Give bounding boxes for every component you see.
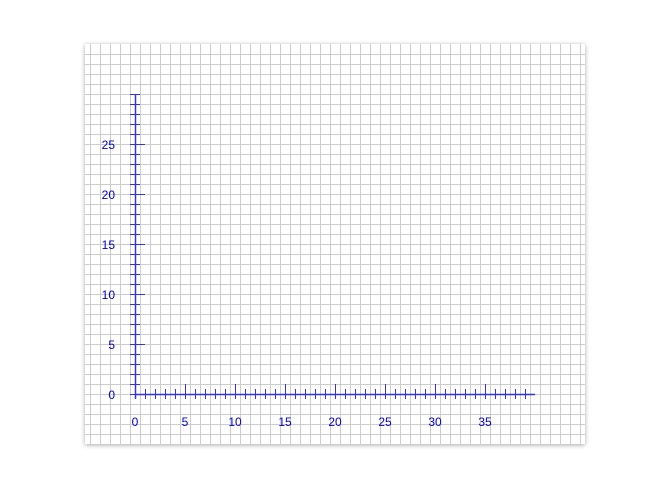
x-tick-label: 0 <box>132 415 139 429</box>
x-tick-label: 20 <box>328 415 342 429</box>
grid <box>85 44 585 444</box>
x-tick-label: 35 <box>478 415 492 429</box>
y-tick-label: 20 <box>102 188 116 202</box>
y-tick-label: 0 <box>108 388 115 402</box>
y-tick-label: 15 <box>102 238 116 252</box>
x-tick-label: 25 <box>378 415 392 429</box>
x-tick-label: 15 <box>278 415 292 429</box>
y-tick-label: 10 <box>102 288 116 302</box>
y-tick-label: 25 <box>102 138 116 152</box>
x-tick-label: 10 <box>228 415 242 429</box>
tick-labels: 0 5 10 15 20 25 30 35 0 5 10 15 20 25 <box>102 138 492 429</box>
y-tick-label: 5 <box>108 338 115 352</box>
axes <box>130 94 535 399</box>
x-tick-label: 30 <box>428 415 442 429</box>
x-tick-label: 5 <box>182 415 189 429</box>
